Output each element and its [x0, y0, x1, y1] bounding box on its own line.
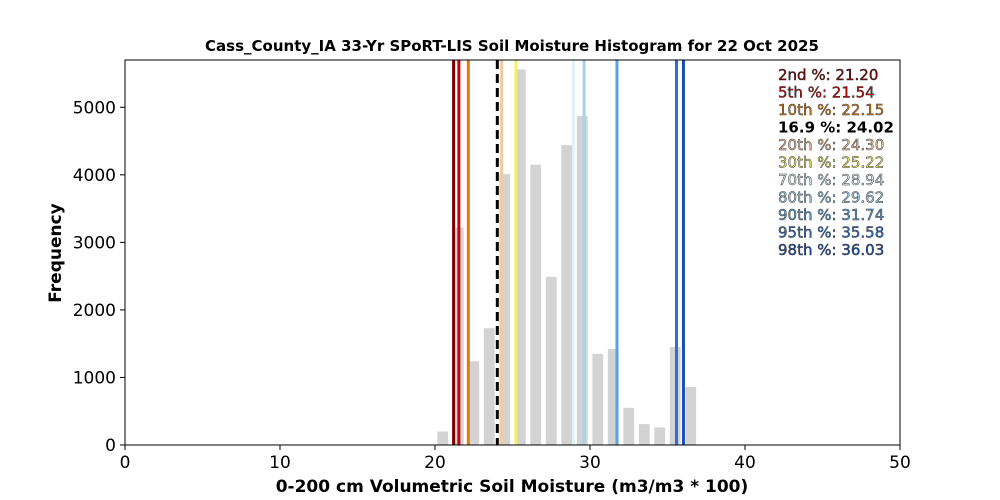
- histogram-bar-16: [685, 386, 697, 445]
- percentile-label-8: 90th %: 31.74: [778, 206, 884, 224]
- x-tick-label-2: 20: [424, 453, 446, 473]
- histogram-bar-3: [483, 328, 495, 445]
- percentile-label-7: 80th %: 29.62: [778, 189, 884, 207]
- y-tick-label-2: 2000: [73, 301, 116, 321]
- x-axis-label: 0-200 cm Volumetric Soil Moisture (m3/m3…: [276, 477, 749, 497]
- histogram-bar-8: [561, 145, 573, 445]
- percentile-label-3: 16.9 %: 24.02: [778, 119, 894, 137]
- y-tick-label-4: 4000: [73, 166, 116, 186]
- bars-layer: [437, 69, 697, 446]
- histogram-bar-2: [468, 361, 480, 445]
- histogram-bar-10: [592, 353, 604, 445]
- percentile-label-6: 70th %: 28.94: [778, 171, 884, 189]
- histogram-bar-11: [607, 349, 619, 445]
- y-axis-ticks: 0 1000 2000 3000 4000 5000: [73, 98, 125, 456]
- plot-area-frame: [124, 59, 901, 446]
- histogram-bar-7: [545, 276, 557, 445]
- histogram-bar-6: [530, 164, 542, 445]
- y-tick-label-3: 3000: [73, 233, 116, 253]
- x-tick-label-4: 40: [734, 453, 756, 473]
- percentile-label-10: 98th %: 36.03: [778, 241, 884, 259]
- percentile-label-4: 20th %: 24.30: [778, 136, 884, 154]
- percentile-label-9: 95th %: 35.58: [778, 224, 884, 242]
- histogram-bar-12: [623, 407, 635, 445]
- x-tick-label-0: 0: [120, 453, 131, 473]
- histogram-bar-4: [499, 174, 511, 446]
- percentile-label-2: 10th %: 22.15: [778, 101, 884, 119]
- chart-title: Cass_County_IA 33-Yr SPoRT-LIS Soil Mois…: [205, 37, 819, 55]
- histogram-bar-14: [654, 427, 666, 445]
- y-tick-label-0: 0: [105, 436, 116, 456]
- percentile-label-0: 2nd %: 21.20: [778, 66, 878, 84]
- x-tick-label-1: 10: [269, 453, 291, 473]
- histogram-bar-5: [514, 69, 526, 445]
- histogram-bar-13: [638, 424, 650, 445]
- x-tick-label-5: 50: [889, 453, 911, 473]
- percentile-label-1: 5th %: 21.54: [778, 84, 875, 102]
- percentile-lines-layer: [452, 60, 685, 445]
- histogram-bar-9: [576, 116, 588, 445]
- percentile-label-5: 30th %: 25.22: [778, 154, 884, 172]
- y-tick-label-1: 1000: [73, 368, 116, 388]
- y-axis-label: Frequency: [46, 203, 66, 303]
- histogram-bar-0: [437, 431, 449, 445]
- x-tick-label-3: 30: [579, 453, 601, 473]
- x-axis-ticks: 0 10 20 30 40 50: [120, 445, 911, 473]
- y-tick-label-5: 5000: [73, 98, 116, 118]
